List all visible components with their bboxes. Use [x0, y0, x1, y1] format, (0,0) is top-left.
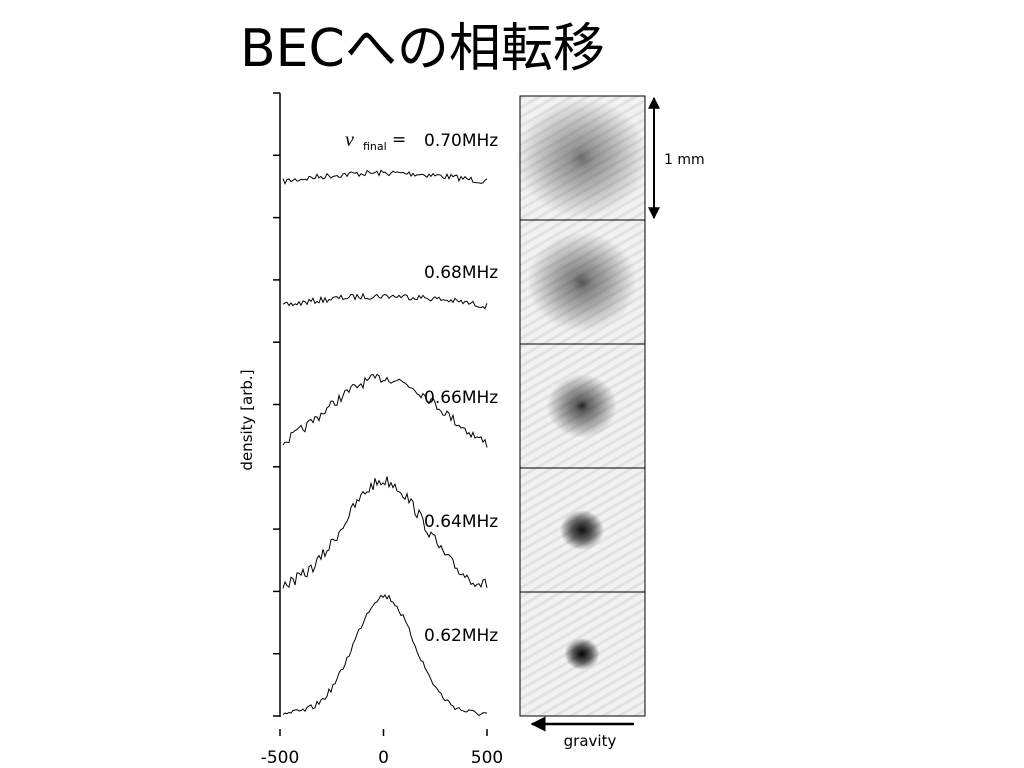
- atom-cloud: [564, 638, 600, 670]
- absorption-image: [516, 95, 648, 221]
- nu-symbol: ν: [345, 129, 354, 151]
- atom-cloud: [527, 232, 637, 332]
- absorption-image: [519, 591, 646, 717]
- y-axis-label: density [arb.]: [238, 369, 256, 470]
- slide-title: BECへの相転移: [240, 19, 605, 79]
- frequency-label: 0.66MHz: [424, 388, 498, 408]
- atom-cloud: [560, 510, 604, 550]
- x-tick-label: 0: [378, 748, 389, 768]
- density-profile: [282, 373, 488, 448]
- atom-cloud: [546, 374, 618, 438]
- absorption-image: [519, 219, 646, 345]
- x-tick-label: -500: [261, 748, 300, 768]
- nu-subscript: final: [363, 140, 387, 153]
- equals: =: [392, 130, 406, 150]
- absorption-image: [519, 343, 646, 469]
- scale-label: 1 mm: [664, 152, 705, 168]
- density-profile: [282, 169, 488, 185]
- frequency-label: 0.70MHz: [424, 131, 498, 151]
- absorption-image: [519, 467, 646, 593]
- density-profile: [282, 292, 488, 310]
- density-profile: [282, 476, 488, 589]
- frequency-label: 0.68MHz: [424, 263, 498, 283]
- density-profile: [282, 594, 488, 717]
- atom-cloud: [516, 98, 648, 218]
- frequency-label: 0.64MHz: [424, 512, 498, 532]
- frequency-label: 0.62MHz: [424, 626, 498, 646]
- x-tick-label: 500: [471, 748, 503, 768]
- gravity-label: gravity: [564, 732, 617, 750]
